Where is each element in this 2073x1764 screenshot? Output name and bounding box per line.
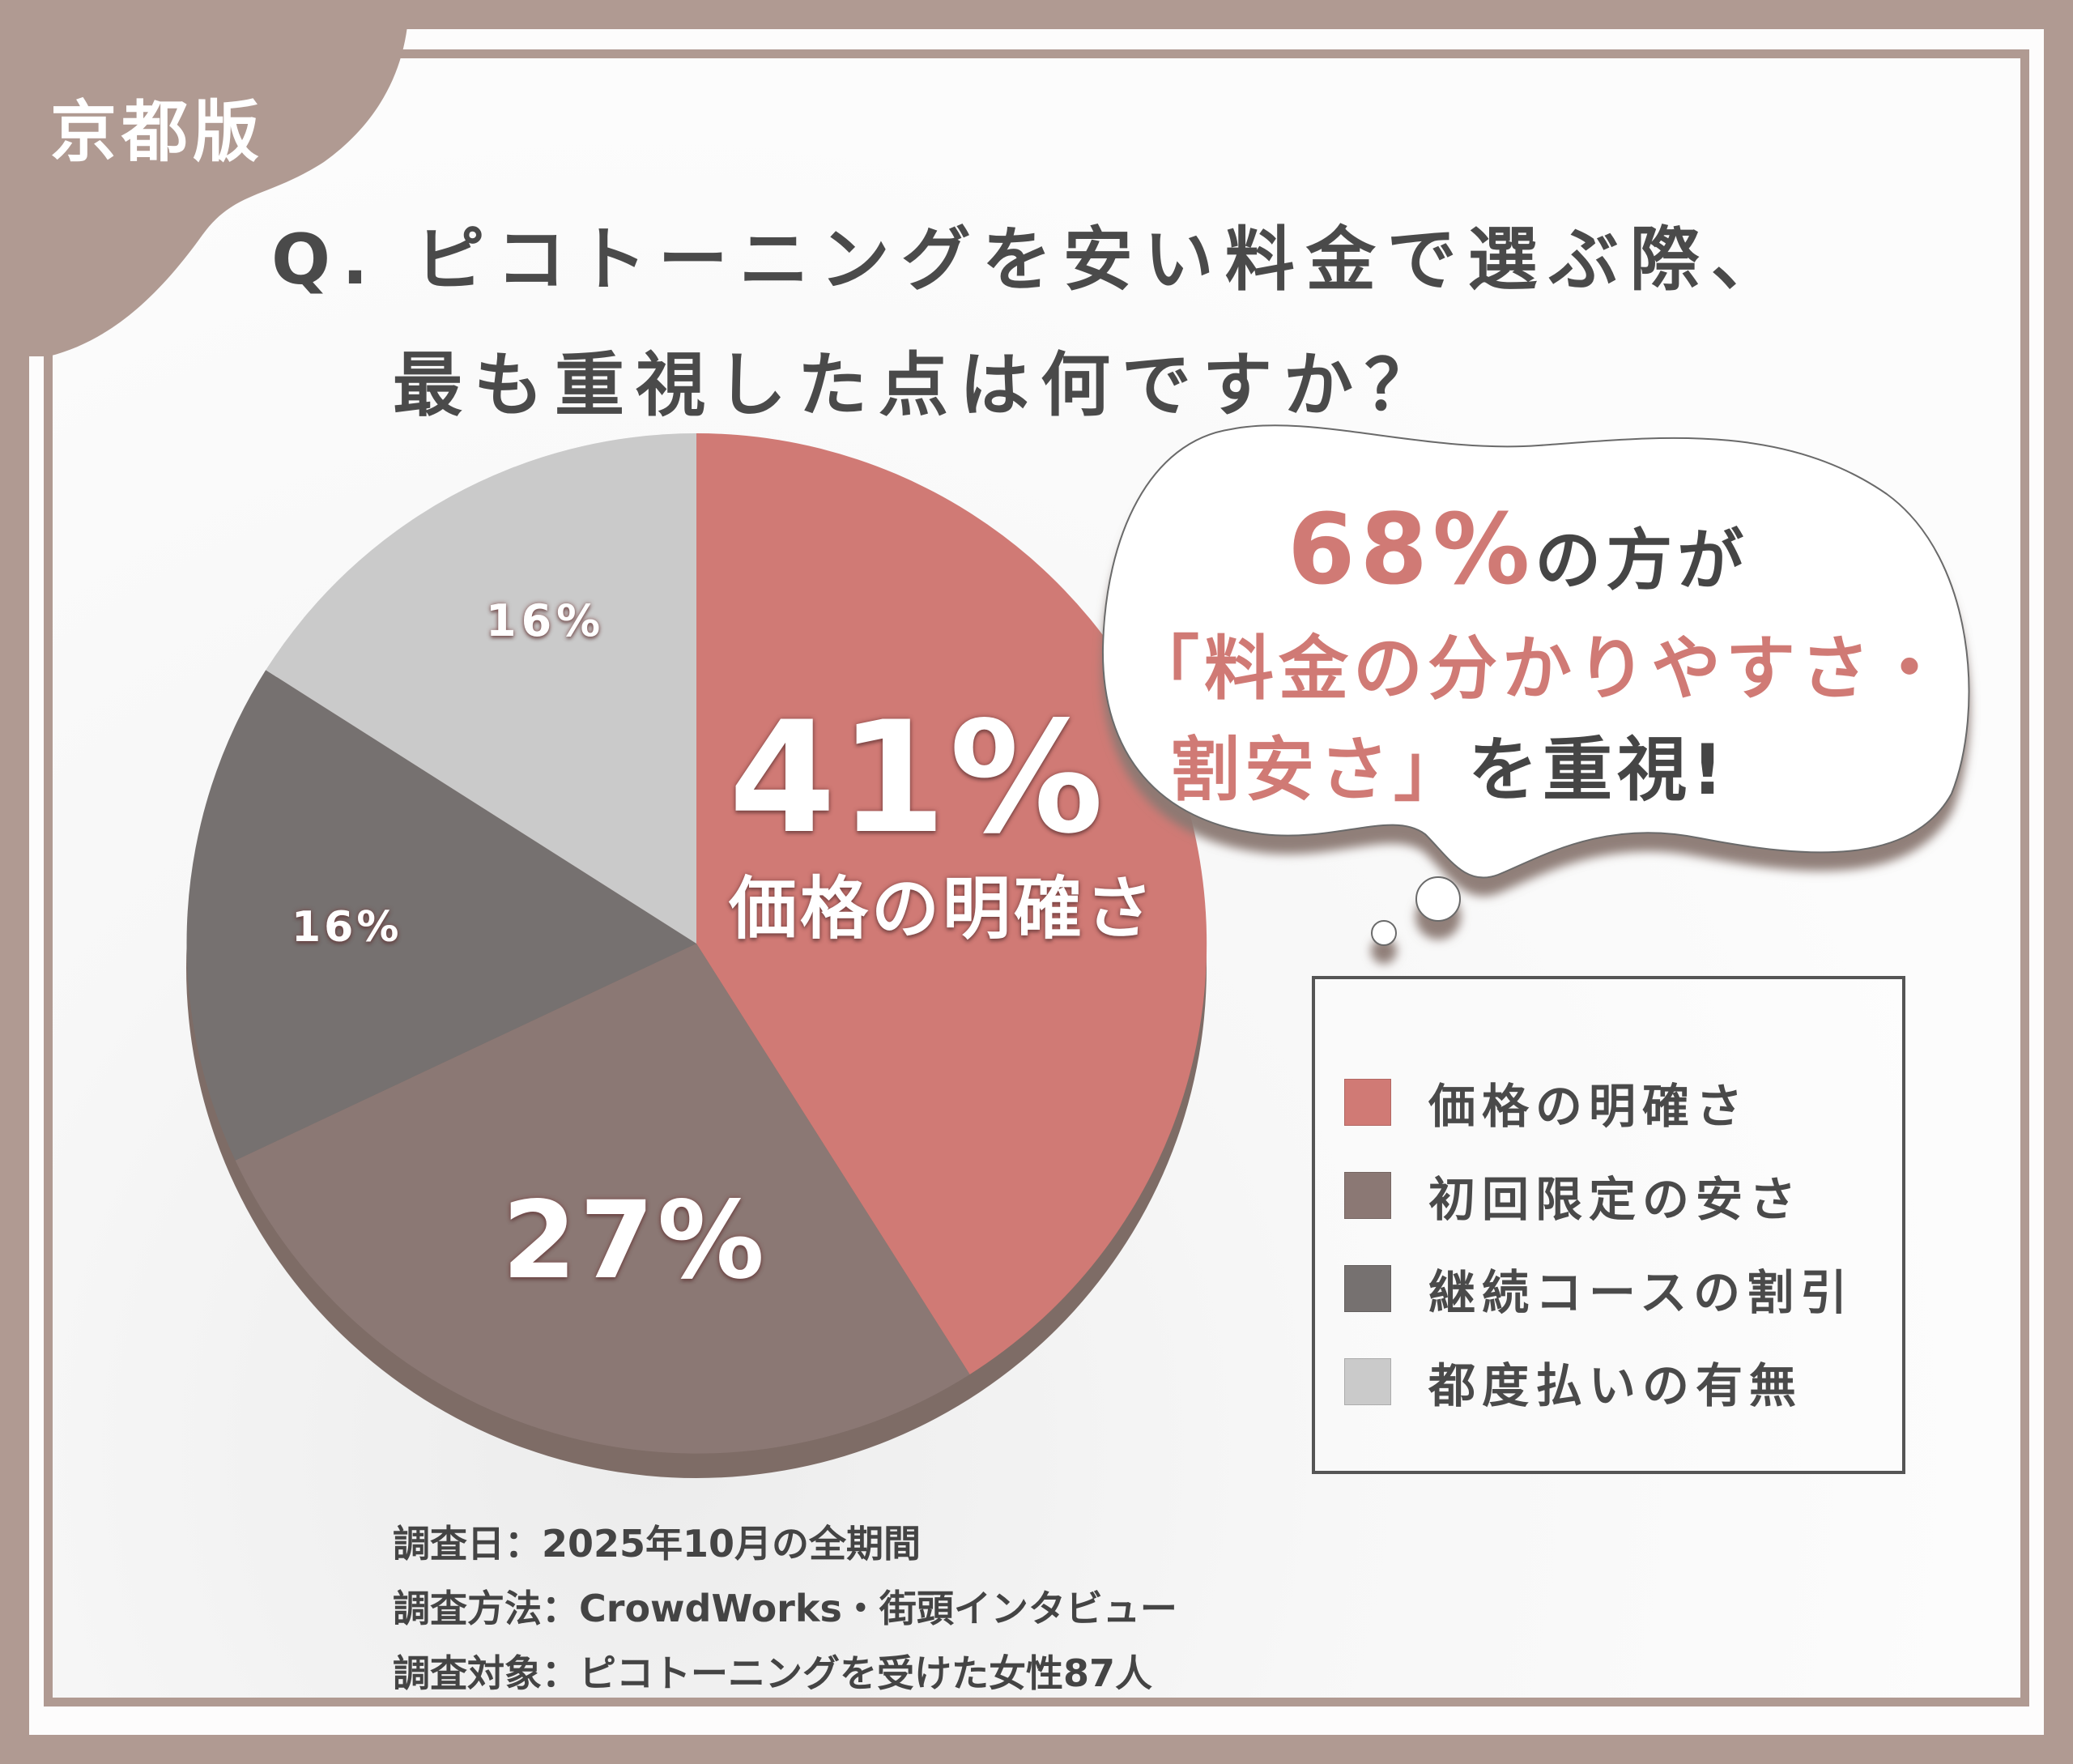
region-badge-shape bbox=[0, 0, 409, 356]
footnote-survey-method: 調査方法：CrowdWorks・街頭インタビュー bbox=[393, 1587, 1177, 1630]
callout-line2: 「料金の分かりやすさ・ bbox=[1130, 628, 1949, 709]
pie-label-price-clarity-percent: 41% bbox=[729, 688, 1107, 867]
legend-swatch-price-clarity bbox=[1344, 1079, 1391, 1126]
chart-legend: 価格の明確さ 初回限定の安さ 継続コースの割引 都度払いの有無 bbox=[1312, 976, 1905, 1474]
legend-item-pay-per-visit: 都度払いの有無 bbox=[1344, 1348, 1803, 1416]
callout-line3-dark: を重視! bbox=[1468, 730, 1729, 811]
callout-line1: 68%の方が bbox=[1288, 494, 1748, 607]
legend-label: 価格の明確さ bbox=[1428, 1079, 1750, 1134]
pie-chart bbox=[186, 433, 1207, 1478]
legend-label: 都度払いの有無 bbox=[1428, 1358, 1803, 1413]
thought-bubble bbox=[1101, 424, 1970, 946]
question-title-line1: Q. ピコトーニングを安い料金で選ぶ際、 bbox=[271, 219, 1792, 300]
legend-item-course-discount: 継続コースの割引 bbox=[1344, 1255, 1854, 1323]
legend-swatch-first-time-discount bbox=[1344, 1172, 1391, 1219]
footnote-survey-target: 調査対象：ピコトーニングを受けた女性87人 bbox=[393, 1651, 1153, 1695]
pie-label-first-time-discount: 27% bbox=[502, 1178, 768, 1303]
pie-slice-first-time-discount[interactable] bbox=[235, 944, 970, 1454]
pie-label-price-clarity-name: 価格の明確さ bbox=[729, 869, 1157, 948]
legend-label: 継続コースの割引 bbox=[1428, 1265, 1854, 1320]
region-label: 京都版 bbox=[50, 94, 265, 171]
pie-slice-course-discount[interactable] bbox=[186, 670, 697, 1161]
question-title-line2: 最も重視した点は何ですか？ bbox=[393, 345, 1445, 426]
pie-label-course-discount: 16% bbox=[292, 903, 402, 952]
pie-label-pay-per-visit: 16% bbox=[486, 595, 606, 646]
legend-item-first-time-discount: 初回限定の安さ bbox=[1344, 1161, 1803, 1229]
legend-swatch-pay-per-visit bbox=[1344, 1358, 1391, 1405]
callout-line3: 割安さ」を重視! bbox=[1170, 713, 1728, 814]
legend-item-price-clarity: 価格の明確さ bbox=[1344, 1068, 1749, 1136]
callout-line1-rest: の方が bbox=[1535, 522, 1749, 599]
pie-slice-pay-per-visit[interactable] bbox=[266, 433, 696, 944]
inner-border bbox=[44, 49, 2029, 1706]
legend-label: 初回限定の安さ bbox=[1428, 1172, 1803, 1227]
callout-line3-pink: 割安さ」 bbox=[1170, 730, 1468, 811]
legend-swatch-course-discount bbox=[1344, 1265, 1391, 1312]
callout-highlight-percent: 68% bbox=[1288, 494, 1535, 607]
pie-slice-price-clarity[interactable] bbox=[696, 433, 1207, 1374]
footnote-survey-date: 調査日：2025年10月の全期間 bbox=[393, 1522, 922, 1566]
